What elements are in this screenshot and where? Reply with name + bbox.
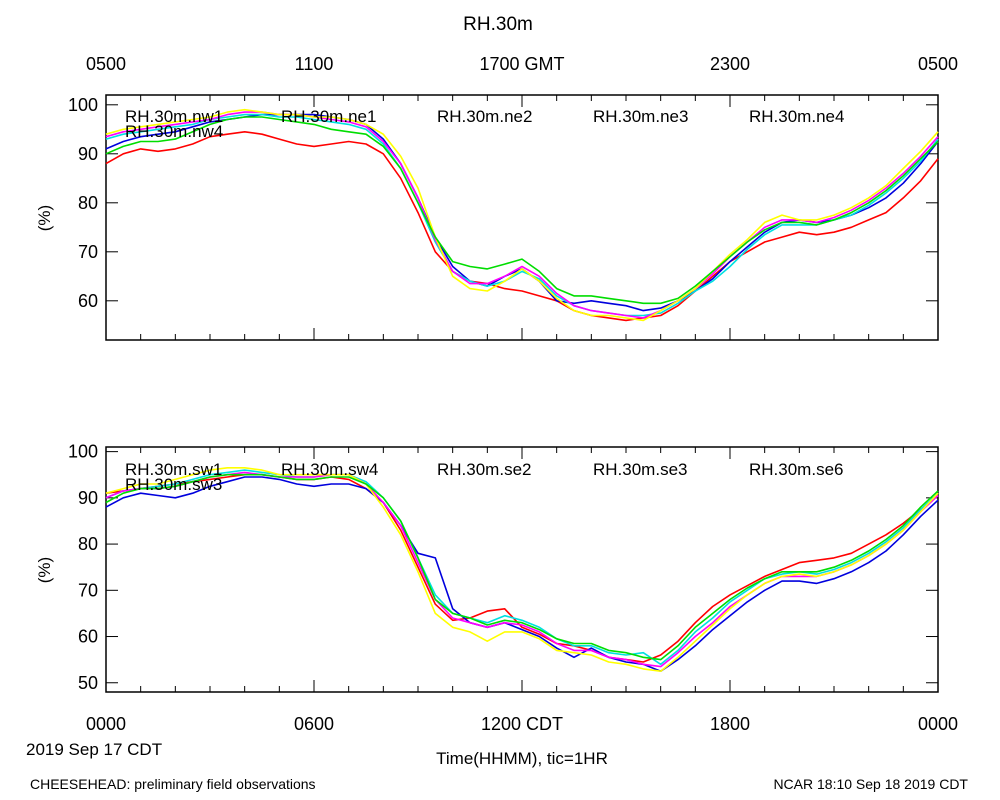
- legend-label-ne1: RH.30m.ne1: [281, 107, 376, 126]
- y-tick-label: 60: [78, 291, 98, 311]
- top-series-lines: [105, 108, 939, 322]
- top-axis-ticks: 60 70 80 90 100: [68, 95, 939, 340]
- legend-label-se3: RH.30m.se3: [593, 460, 687, 479]
- top-axis-label: 0500: [918, 54, 958, 74]
- top-axis-label: 1700 GMT: [479, 54, 564, 74]
- x-axis-label: Time(HHMM), tic=1HR: [436, 749, 608, 768]
- series-line-ne3: [105, 111, 939, 319]
- chart-title: RH.30m: [463, 14, 533, 35]
- bottom-series-lines: [105, 466, 939, 673]
- top-legend: RH.30m.nw1 RH.30m.ne1 RH.30m.ne2 RH.30m.…: [125, 107, 844, 141]
- top-panel: 60 70 80 90 100 (%) RH.30m.nw1 RH.30m.ne1 RH…: [35, 94, 939, 341]
- bottom-legend: RH.30m.sw1 RH.30m.sw4 RH.30m.se2 RH.30m.…: [125, 460, 843, 494]
- legend-label-ne4: RH.30m.ne4: [749, 107, 844, 126]
- top-axis-labels: 0500 1100 1700 GMT 2300 0500: [86, 54, 958, 74]
- legend-label-se6: RH.30m.se6: [749, 460, 843, 479]
- y-tick-label: 100: [68, 442, 98, 462]
- bottom-axis-ticks: 50 60 70 80 90 100: [68, 442, 939, 693]
- y-tick-label: 90: [78, 144, 98, 164]
- top-axis-label: 1100: [295, 54, 334, 74]
- bottom-axis-label: 0000: [918, 714, 958, 734]
- series-line-ne2: [105, 113, 939, 317]
- y-tick-label: 50: [78, 673, 98, 693]
- series-line-nw1: [105, 131, 939, 322]
- top-axis-label: 0500: [86, 54, 126, 74]
- bottom-plot-frame: [105, 446, 939, 693]
- bottom-panel: 50 60 70 80 90 100 (%) RH.30m.sw1 RH.30m.sw4 …: [35, 442, 939, 693]
- date-label: 2019 Sep 17 CDT: [26, 740, 162, 759]
- bottom-y-axis-label: (%): [35, 557, 54, 583]
- y-tick-label: 70: [78, 242, 98, 262]
- series-line-se2: [105, 469, 939, 666]
- bottom-axis-label: 1200 CDT: [481, 714, 563, 734]
- y-tick-label: 100: [68, 95, 98, 115]
- series-line-sw4: [105, 476, 939, 673]
- top-y-axis-label: (%): [35, 205, 54, 231]
- legend-label-se2: RH.30m.se2: [437, 460, 531, 479]
- y-tick-label: 90: [78, 488, 98, 508]
- footer-left: CHEESEHEAD: preliminary field observatio…: [30, 776, 316, 792]
- bottom-axis-label: 0000: [86, 714, 126, 734]
- legend-label-sw3: RH.30m.sw3: [125, 475, 222, 494]
- legend-label-ne3: RH.30m.ne3: [593, 107, 688, 126]
- series-line-se6: [105, 466, 939, 673]
- series-line-sw3: [105, 473, 939, 661]
- y-tick-label: 80: [78, 534, 98, 554]
- legend-label-nw1: RH.30m.nw1: [125, 107, 223, 126]
- y-tick-label: 80: [78, 193, 98, 213]
- series-line-sw1: [105, 473, 939, 663]
- series-line-ne4: [105, 108, 939, 322]
- series-line-nw4: [105, 116, 939, 305]
- legend-label-ne2: RH.30m.ne2: [437, 107, 532, 126]
- bottom-axis-labels: 0000 0600 1200 CDT 1800 0000: [86, 714, 958, 734]
- top-axis-label: 2300: [710, 54, 750, 74]
- y-tick-label: 70: [78, 580, 98, 600]
- legend-label-sw1: RH.30m.sw1: [125, 460, 222, 479]
- series-line-ne1: [105, 113, 939, 312]
- footer-right: NCAR 18:10 Sep 18 2019 CDT: [773, 776, 968, 792]
- bottom-axis-label: 1800: [710, 714, 750, 734]
- bottom-axis-label: 0600: [294, 714, 334, 734]
- series-line-se3: [105, 471, 939, 668]
- legend-label-sw4: RH.30m.sw4: [281, 460, 378, 479]
- y-tick-label: 60: [78, 627, 98, 647]
- legend-label-nw4: RH.30m.nw4: [125, 122, 223, 141]
- top-plot-frame: [105, 94, 939, 341]
